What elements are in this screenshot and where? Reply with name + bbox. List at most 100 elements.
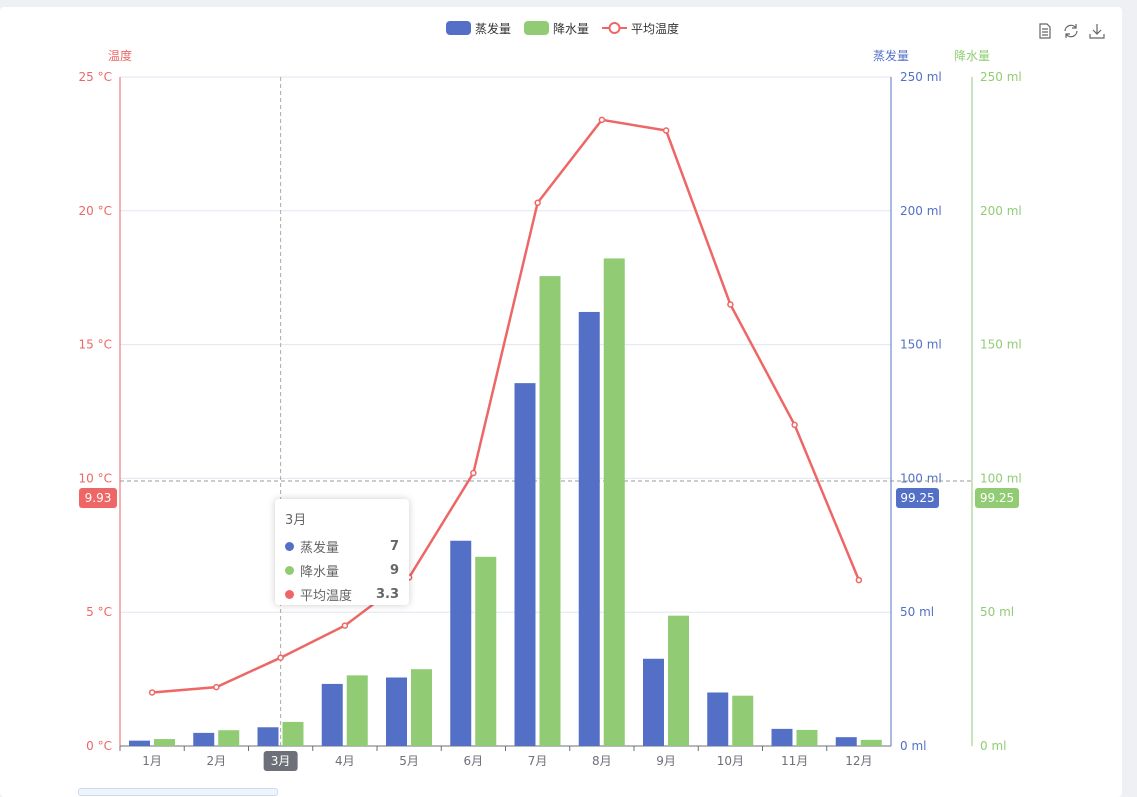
bar-precipitation	[539, 276, 561, 746]
toolbox	[1036, 22, 1106, 40]
line-point-temperature	[662, 127, 670, 134]
bar-precipitation	[796, 729, 818, 746]
line-point-temperature	[534, 199, 541, 207]
tooltip-row-name: 平均温度	[300, 588, 353, 604]
line-temperature	[152, 118, 861, 694]
bar-precipitation	[346, 675, 368, 746]
tooltip-row-name: 蒸发量	[300, 540, 340, 556]
line-point-temperature	[341, 622, 349, 629]
tooltip-row-evaporation: 蒸发量 7	[285, 534, 399, 558]
bar-precipitation	[475, 556, 497, 746]
legend-item-label[interactable]: 平均温度	[631, 21, 679, 36]
bar-precipitation	[732, 695, 754, 746]
x-tick-label: 3月	[271, 754, 291, 768]
line-point-temperature	[598, 116, 606, 124]
tooltip-row-name: 降水量	[300, 564, 340, 580]
bar-precipitation	[411, 669, 432, 746]
x-tick-label: 2月	[207, 754, 227, 768]
tooltip-title: 3月	[285, 513, 307, 528]
y-tick-label-precip: 0 ml	[980, 739, 1006, 753]
y-tick-label-precip: 150 ml	[980, 338, 1022, 352]
y-axis-name-evap: 蒸发量	[873, 48, 909, 63]
bar-evaporation	[386, 677, 407, 746]
scroll-bar[interactable]	[78, 788, 278, 796]
y-tick-label-temp: 20 °C	[79, 204, 112, 218]
bar-evaporation	[450, 540, 472, 746]
y-tick-label-temp: 5 °C	[86, 605, 112, 619]
tooltip: 3月 蒸发量 7 降水量 9 平均温度 3.3	[275, 499, 409, 605]
y-tick-label-evap: 0 ml	[900, 739, 926, 753]
x-tick-label: 6月	[464, 754, 484, 768]
data-view-icon[interactable]	[1036, 22, 1054, 40]
legend-item-label[interactable]: 降水量	[553, 22, 589, 36]
pointer-label-precip: 99.25	[980, 491, 1014, 505]
legend-circle-icon	[608, 22, 621, 34]
bar-evaporation	[771, 728, 793, 746]
x-tick-label: 12月	[845, 754, 872, 768]
line-point-temperature	[470, 469, 477, 477]
pointer-label-evap-bg	[896, 488, 939, 508]
y-tick-label-precip: 250 ml	[980, 70, 1022, 84]
x-tick-label: 4月	[335, 754, 355, 768]
bar-precipitation	[860, 739, 882, 746]
bar-evaporation	[321, 683, 343, 746]
bar-precipitation	[603, 258, 625, 746]
line-point-temperature	[277, 654, 284, 661]
bar-evaporation	[707, 692, 729, 746]
chart-card	[0, 7, 1122, 797]
line-point-temperature	[213, 683, 220, 691]
y-tick-label-evap: 50 ml	[900, 605, 934, 619]
line-point-temperature	[855, 576, 863, 584]
y-axis-name-temp: 温度	[108, 48, 132, 63]
y-tick-label-temp: 10 °C	[79, 471, 112, 485]
bar-evaporation	[129, 740, 150, 746]
x-pointer-label-bg	[263, 751, 298, 771]
y-tick-label-evap: 150 ml	[900, 338, 942, 352]
legend-swatch-icon	[524, 21, 549, 35]
series-dot-icon	[285, 589, 294, 599]
bar-evaporation	[193, 732, 215, 746]
line-point-temperature	[148, 689, 156, 696]
bar-evaporation	[835, 737, 857, 746]
x-tick-label: 8月	[592, 754, 612, 768]
tooltip-row-temperature: 平均温度 3.3	[285, 582, 399, 606]
x-tick-label: 7月	[528, 754, 548, 768]
bar-precipitation	[154, 739, 175, 746]
x-tick-label: 1月	[142, 754, 162, 768]
x-tick-label: 5月	[399, 754, 419, 768]
pointer-label-temp-bg	[79, 488, 117, 508]
y-tick-label-precip: 200 ml	[980, 204, 1022, 218]
y-tick-label-precip: 50 ml	[980, 605, 1014, 619]
x-tick-label: 11月	[781, 754, 808, 768]
y-tick-label-temp: 0 °C	[86, 739, 112, 753]
series-dot-icon	[285, 541, 294, 551]
pointer-label-temp: 9.93	[85, 491, 112, 505]
y-axis-name-precip: 降水量	[954, 49, 990, 63]
pointer-label-evap: 99.25	[900, 491, 934, 505]
bar-evaporation	[643, 658, 664, 746]
y-tick-label-evap: 100 ml	[900, 471, 942, 485]
legend-swatch-icon	[446, 21, 471, 35]
x-tick-label: 10月	[717, 754, 744, 768]
legend-item-label[interactable]: 蒸发量	[475, 21, 511, 36]
restore-icon[interactable]	[1062, 22, 1080, 40]
line-point-temperature	[727, 301, 734, 308]
y-tick-label-temp: 25 °C	[79, 70, 112, 84]
save-image-icon[interactable]	[1088, 22, 1106, 40]
pointer-label-precip-bg	[975, 488, 1019, 508]
x-tick-label: 9月	[656, 754, 676, 768]
y-tick-label-evap: 250 ml	[900, 70, 942, 84]
tooltip-row-precipitation: 降水量 9	[285, 558, 399, 582]
bar-precipitation	[218, 730, 240, 746]
bar-evaporation	[578, 311, 600, 746]
y-tick-label-evap: 200 ml	[900, 204, 942, 218]
line-point-temperature	[791, 421, 798, 429]
series-dot-icon	[285, 565, 294, 575]
tooltip-row-value: 3.3	[375, 586, 399, 602]
bar-precipitation	[668, 615, 689, 746]
y-tick-label-precip: 100 ml	[980, 471, 1022, 485]
tooltip-row-value: 9	[389, 562, 399, 578]
y-tick-label-temp: 15 °C	[79, 338, 112, 352]
bar-evaporation	[514, 383, 536, 746]
